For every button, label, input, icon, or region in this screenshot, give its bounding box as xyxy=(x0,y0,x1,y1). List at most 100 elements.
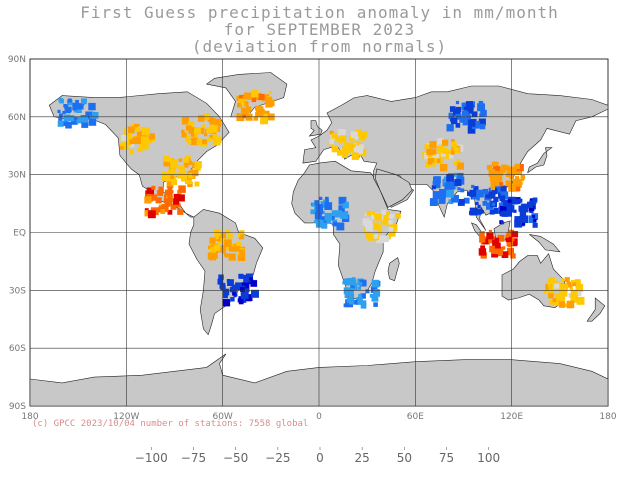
anomaly-cell xyxy=(310,209,316,215)
lat-label: 90N xyxy=(8,55,26,65)
anomaly-cell xyxy=(342,201,349,209)
anomaly-cell xyxy=(367,233,376,241)
anomaly-cell xyxy=(161,204,169,213)
land-new-zealand xyxy=(586,297,606,322)
anomaly-cell xyxy=(194,161,202,169)
anomaly-cell xyxy=(329,139,334,145)
anomaly-cell xyxy=(350,284,355,289)
anomaly-cell xyxy=(554,293,561,299)
anomaly-cell xyxy=(532,222,538,228)
anomaly-us-southeast-dry xyxy=(161,155,202,189)
anomaly-cell xyxy=(471,184,475,189)
anomaly-cell xyxy=(449,106,456,112)
anomaly-cell xyxy=(446,189,454,198)
anomaly-cell xyxy=(233,294,237,298)
anomaly-cell xyxy=(157,190,163,196)
anomaly-cell xyxy=(500,191,509,200)
anomaly-cell xyxy=(480,245,485,251)
anomaly-cell xyxy=(238,299,244,305)
anomaly-siberia-wet xyxy=(446,100,487,134)
anomaly-cell xyxy=(263,113,268,118)
anomaly-cell xyxy=(520,177,525,182)
anomaly-cell xyxy=(218,247,223,253)
anomaly-cell xyxy=(241,107,249,116)
anomaly-cell xyxy=(199,139,203,143)
anomaly-cell xyxy=(63,121,68,126)
anomaly-cell xyxy=(352,143,356,148)
anomaly-cell xyxy=(360,293,366,299)
anomaly-cell xyxy=(570,295,579,303)
anomaly-cell xyxy=(432,157,438,163)
anomaly-cell xyxy=(442,139,449,146)
anomaly-europe-dry xyxy=(328,129,368,160)
anomaly-cell xyxy=(441,193,446,198)
anomaly-cell xyxy=(347,142,352,147)
anomaly-cell xyxy=(493,196,499,202)
anomaly-cell xyxy=(498,250,503,256)
anomaly-cell xyxy=(376,235,385,244)
anomaly-cell xyxy=(210,247,216,253)
anomaly-cell xyxy=(485,193,490,199)
anomaly-cell xyxy=(225,229,231,235)
anomaly-cell xyxy=(237,253,246,261)
anomaly-cell xyxy=(209,117,216,125)
anomaly-cell xyxy=(321,222,328,229)
anomaly-cell xyxy=(207,252,215,260)
anomaly-cell xyxy=(492,188,498,194)
anomaly-cell xyxy=(489,170,494,174)
anomaly-canada-east-dry xyxy=(181,113,222,147)
anomaly-cell xyxy=(237,102,242,108)
anomaly-cell xyxy=(431,154,439,162)
anomaly-cell xyxy=(463,197,470,204)
anomaly-cell xyxy=(361,300,367,305)
anomaly-cell xyxy=(162,173,170,182)
anomaly-cell xyxy=(120,134,128,142)
anomaly-cell xyxy=(505,236,512,243)
anomaly-cell xyxy=(520,174,525,180)
anomaly-cell xyxy=(81,115,88,123)
anomaly-cell xyxy=(570,289,578,297)
anomaly-cell xyxy=(120,146,124,150)
anomaly-cell xyxy=(499,171,504,176)
anomaly-cell xyxy=(167,186,173,192)
anomaly-cell xyxy=(390,223,396,230)
anomaly-cell xyxy=(437,158,442,164)
anomaly-cell xyxy=(467,126,476,134)
anomaly-cell xyxy=(331,145,339,153)
anomaly-cell xyxy=(501,210,508,217)
anomaly-cell xyxy=(67,99,73,106)
anomaly-cell xyxy=(173,198,180,205)
anomaly-cell xyxy=(208,245,212,250)
lat-label: 60S xyxy=(9,344,26,354)
anomaly-cell xyxy=(326,219,331,224)
anomaly-cell xyxy=(144,210,151,217)
anomaly-cell xyxy=(175,202,181,208)
anomaly-cell xyxy=(127,126,135,134)
anomaly-cell xyxy=(461,110,468,117)
anomaly-cell xyxy=(547,290,554,296)
anomaly-cell xyxy=(324,213,332,221)
anomaly-cell xyxy=(198,115,205,122)
anomaly-cell xyxy=(213,118,222,127)
anomaly-cell xyxy=(243,101,249,107)
anomaly-cell xyxy=(173,193,180,201)
anomaly-cell xyxy=(528,205,535,212)
anomaly-cell xyxy=(558,296,566,304)
anomaly-cell xyxy=(365,289,370,294)
anomaly-cell xyxy=(448,199,454,205)
anomaly-cell xyxy=(207,137,212,142)
anomaly-cell xyxy=(346,287,354,296)
anomaly-cell xyxy=(488,191,496,199)
anomaly-cell xyxy=(183,157,190,163)
anomaly-cell xyxy=(491,161,497,167)
anomaly-mexico-central-america-dry xyxy=(144,185,186,219)
anomaly-cell xyxy=(65,121,72,129)
anomaly-cell xyxy=(548,293,554,299)
anomaly-cell xyxy=(488,187,494,193)
anomaly-cell xyxy=(532,197,538,203)
anomaly-cell xyxy=(186,139,192,145)
anomaly-cell xyxy=(500,185,507,192)
anomaly-cell xyxy=(360,302,367,309)
anomaly-cell xyxy=(501,246,506,250)
anomaly-cell xyxy=(457,199,465,206)
